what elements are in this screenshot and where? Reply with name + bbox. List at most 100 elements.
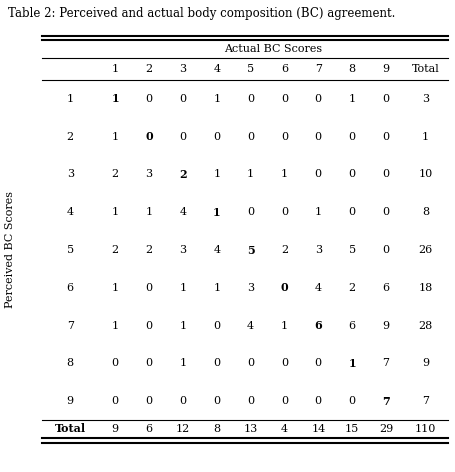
Text: 9: 9 (382, 320, 389, 330)
Text: 9: 9 (421, 358, 428, 368)
Text: 0: 0 (247, 207, 253, 217)
Text: 0: 0 (348, 169, 355, 179)
Text: 0: 0 (247, 396, 253, 406)
Text: 0: 0 (382, 207, 389, 217)
Text: 1: 1 (145, 207, 152, 217)
Text: 5: 5 (66, 245, 74, 255)
Text: 1: 1 (111, 320, 119, 330)
Text: 0: 0 (247, 132, 253, 142)
Text: 1: 1 (111, 64, 119, 74)
Text: 3: 3 (421, 94, 428, 104)
Text: 0: 0 (382, 245, 389, 255)
Text: 0: 0 (213, 320, 220, 330)
Text: 3: 3 (247, 283, 253, 293)
Text: 29: 29 (378, 424, 392, 434)
Text: 5: 5 (246, 244, 254, 255)
Text: 0: 0 (314, 132, 321, 142)
Text: 26: 26 (417, 245, 432, 255)
Text: 0: 0 (145, 396, 152, 406)
Text: 2: 2 (66, 132, 74, 142)
Text: 1: 1 (179, 320, 186, 330)
Text: 0: 0 (280, 396, 288, 406)
Text: 1: 1 (111, 93, 119, 104)
Text: 3: 3 (179, 64, 186, 74)
Text: 0: 0 (213, 358, 220, 368)
Text: 0: 0 (111, 396, 119, 406)
Text: 0: 0 (348, 396, 355, 406)
Text: 7: 7 (66, 320, 74, 330)
Text: 3: 3 (145, 169, 152, 179)
Text: 0: 0 (179, 94, 186, 104)
Text: 0: 0 (280, 358, 288, 368)
Text: 1: 1 (247, 169, 253, 179)
Text: 2: 2 (111, 245, 119, 255)
Text: 18: 18 (417, 283, 432, 293)
Text: 2: 2 (348, 283, 355, 293)
Text: 6: 6 (382, 283, 389, 293)
Text: 8: 8 (66, 358, 74, 368)
Text: 6: 6 (280, 64, 288, 74)
Text: 7: 7 (314, 64, 321, 74)
Text: 9: 9 (382, 64, 389, 74)
Text: 4: 4 (314, 283, 321, 293)
Text: 0: 0 (145, 131, 152, 142)
Text: 6: 6 (348, 320, 355, 330)
Text: 6: 6 (314, 320, 322, 331)
Text: 3: 3 (179, 245, 186, 255)
Text: 8: 8 (348, 64, 355, 74)
Text: 28: 28 (417, 320, 432, 330)
Text: 1: 1 (111, 283, 119, 293)
Text: 2: 2 (280, 245, 288, 255)
Text: 1: 1 (421, 132, 428, 142)
Text: 110: 110 (414, 424, 435, 434)
Text: 0: 0 (145, 358, 152, 368)
Text: 2: 2 (179, 169, 187, 180)
Text: 0: 0 (280, 207, 288, 217)
Text: 9: 9 (111, 424, 119, 434)
Text: 1: 1 (212, 207, 220, 218)
Text: 4: 4 (213, 245, 220, 255)
Text: 0: 0 (111, 358, 119, 368)
Text: 0: 0 (314, 169, 321, 179)
Text: 13: 13 (243, 424, 257, 434)
Text: Perceived BC Scores: Perceived BC Scores (5, 192, 15, 309)
Text: 0: 0 (280, 94, 288, 104)
Text: 2: 2 (145, 245, 152, 255)
Text: 1: 1 (213, 169, 220, 179)
Text: 1: 1 (314, 207, 321, 217)
Text: Total: Total (55, 423, 86, 435)
Text: 7: 7 (381, 396, 389, 406)
Text: 0: 0 (348, 207, 355, 217)
Text: 0: 0 (314, 94, 321, 104)
Text: 3: 3 (66, 169, 74, 179)
Text: 1: 1 (66, 94, 74, 104)
Text: 0: 0 (247, 358, 253, 368)
Text: 1: 1 (111, 207, 119, 217)
Text: 0: 0 (314, 358, 321, 368)
Text: 10: 10 (417, 169, 432, 179)
Text: 6: 6 (145, 424, 152, 434)
Text: 3: 3 (314, 245, 321, 255)
Text: 0: 0 (314, 396, 321, 406)
Text: 2: 2 (145, 64, 152, 74)
Text: Table 2: Perceived and actual body composition (BC) agreement.: Table 2: Perceived and actual body compo… (8, 8, 394, 20)
Text: 0: 0 (348, 132, 355, 142)
Text: 4: 4 (179, 207, 186, 217)
Text: 14: 14 (310, 424, 325, 434)
Text: Total: Total (411, 64, 438, 74)
Text: 4: 4 (280, 424, 288, 434)
Text: 5: 5 (247, 64, 253, 74)
Text: 1: 1 (348, 94, 355, 104)
Text: 1: 1 (280, 169, 288, 179)
Text: 2: 2 (111, 169, 119, 179)
Text: 1: 1 (179, 283, 186, 293)
Text: Actual BC Scores: Actual BC Scores (224, 44, 322, 54)
Text: 1: 1 (179, 358, 186, 368)
Text: 9: 9 (66, 396, 74, 406)
Text: 1: 1 (213, 283, 220, 293)
Text: 0: 0 (280, 132, 288, 142)
Text: 12: 12 (176, 424, 190, 434)
Text: 0: 0 (179, 396, 186, 406)
Text: 1: 1 (111, 132, 119, 142)
Text: 15: 15 (344, 424, 359, 434)
